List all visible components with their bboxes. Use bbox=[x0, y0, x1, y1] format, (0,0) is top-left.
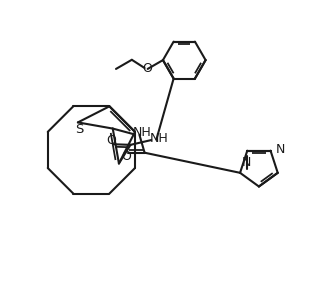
Text: O: O bbox=[121, 151, 131, 163]
Text: N: N bbox=[276, 143, 285, 156]
Text: S: S bbox=[75, 123, 84, 136]
Text: N: N bbox=[242, 156, 251, 169]
Text: NH: NH bbox=[132, 126, 151, 139]
Text: O: O bbox=[143, 62, 153, 75]
Text: O: O bbox=[107, 134, 116, 147]
Text: NH: NH bbox=[150, 132, 169, 145]
